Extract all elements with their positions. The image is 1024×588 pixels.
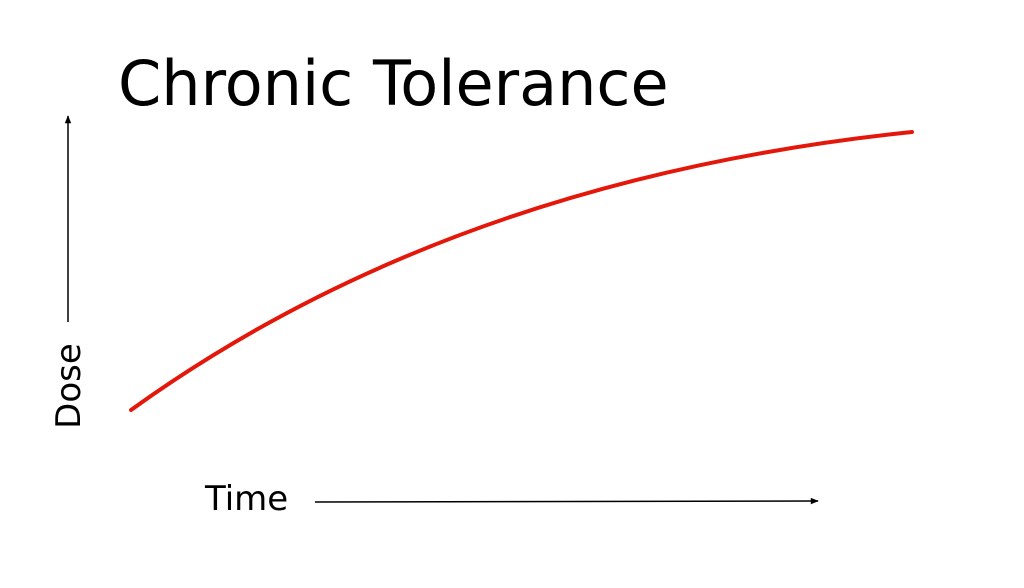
title: Chronic Tolerance bbox=[118, 47, 669, 120]
x-axis-label: Time bbox=[204, 479, 288, 519]
tolerance-curve bbox=[129, 130, 914, 412]
x-axis-arrow bbox=[314, 497, 819, 505]
y-axis-label: Dose bbox=[49, 343, 89, 429]
